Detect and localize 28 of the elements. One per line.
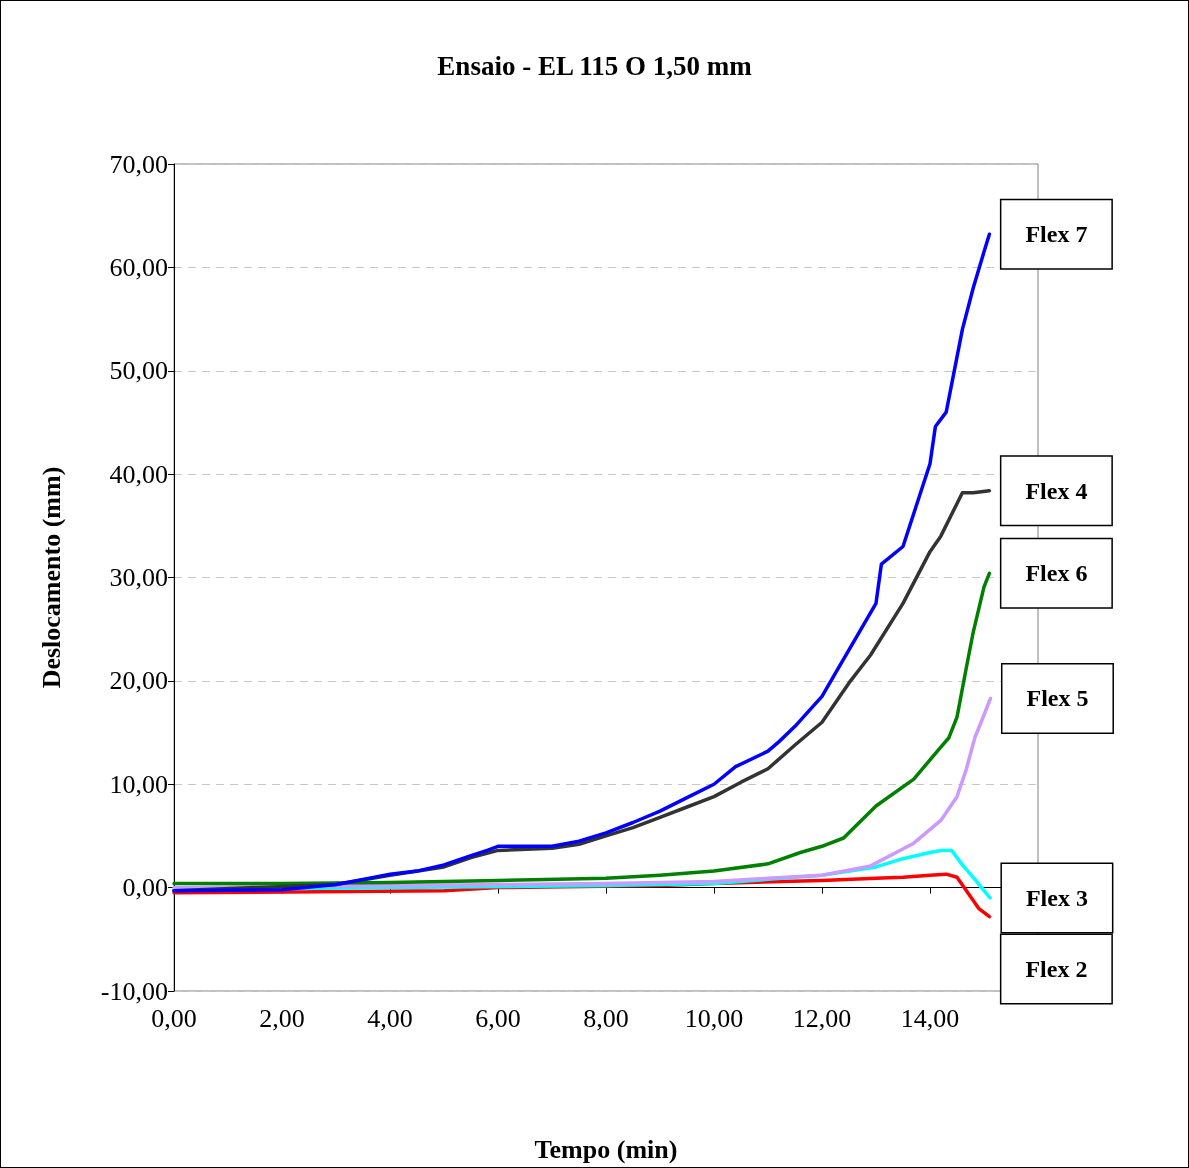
chart-title: Ensaio - EL 115 O 1,50 mm <box>437 50 753 81</box>
y-tick-label: 0,00 <box>122 873 168 903</box>
x-tick-label: 0,00 <box>151 1003 197 1033</box>
x-axis-title: Tempo (min) <box>534 1134 678 1164</box>
x-tick-label: 12,00 <box>792 1003 852 1033</box>
series-label: Flex 7 <box>1025 221 1088 248</box>
text: Flex 2 <box>1025 955 1088 982</box>
y-tick-label: 30,00 <box>109 563 168 592</box>
y-tick-label: 70,00 <box>109 149 168 179</box>
x-tick-label: 4,00 <box>367 1003 413 1033</box>
y-tick-label: 40,00 <box>109 459 168 489</box>
x-tick-label: 10,00 <box>684 1003 744 1033</box>
y-tick-label: 60,00 <box>109 252 168 282</box>
line-series <box>172 571 992 886</box>
y-tick-label: 20,00 <box>109 666 168 696</box>
y-tick-label: 50,00 <box>109 356 168 386</box>
series-label: Flex 6 <box>1025 560 1088 587</box>
x-tick-label: 6,00 <box>475 1003 521 1033</box>
x-tick-label: 8,00 <box>583 1003 629 1033</box>
x-tick-label: 2,00 <box>259 1003 305 1033</box>
series-label: Flex 5 <box>1026 685 1089 712</box>
y-axis-title: Deslocamento (mm) <box>36 466 66 689</box>
series-label: Flex 4 <box>1025 477 1088 504</box>
y-tick-label: -10,00 <box>100 976 168 1006</box>
series-label: Flex 3 <box>1025 884 1088 911</box>
x-tick-label: 14,00 <box>900 1003 960 1033</box>
line-series <box>172 232 992 893</box>
y-tick-label: 10,00 <box>109 769 168 799</box>
